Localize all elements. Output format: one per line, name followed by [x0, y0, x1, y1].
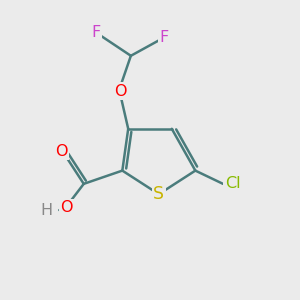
Text: Cl: Cl — [225, 176, 240, 191]
Text: F: F — [92, 25, 101, 40]
Text: O: O — [60, 200, 72, 215]
Text: H: H — [41, 203, 53, 218]
Text: F: F — [159, 30, 169, 45]
Text: S: S — [153, 185, 164, 203]
Text: O: O — [114, 84, 127, 99]
Text: O: O — [56, 144, 68, 159]
